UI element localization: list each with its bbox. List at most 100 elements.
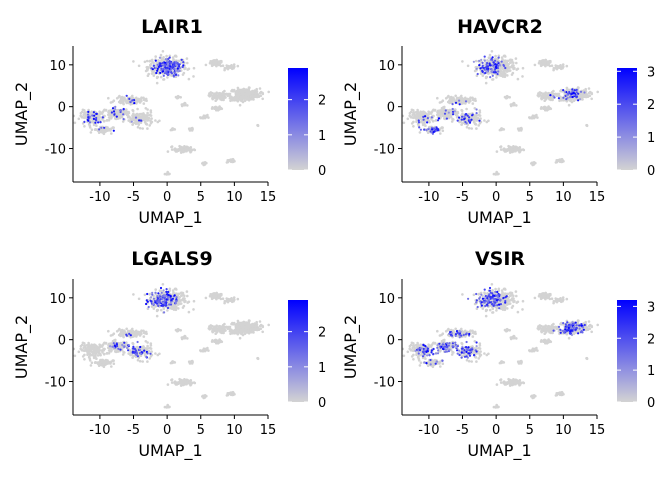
cell-point-expressing: [166, 60, 169, 63]
cell-point: [244, 326, 247, 329]
cell-point-expressing: [445, 117, 448, 120]
cell-point: [256, 357, 260, 361]
cell-point: [229, 65, 233, 68]
cell-point-expressing: [164, 58, 167, 61]
cell-point: [256, 124, 260, 128]
cell-point: [212, 293, 215, 297]
cell-point: [73, 354, 77, 358]
cell-point: [95, 344, 98, 348]
cell-point: [176, 381, 179, 385]
expression-legend: 012: [288, 68, 326, 179]
cell-point: [261, 330, 265, 334]
cell-point-expressing: [159, 286, 163, 290]
cell-point: [132, 60, 135, 63]
y-axis-title: UMAP_2: [341, 82, 361, 146]
cell-point: [208, 92, 211, 95]
cell-point-expressing: [453, 110, 456, 113]
cell-point-expressing: [166, 63, 169, 66]
cell-point: [232, 296, 236, 299]
cell-point: [82, 113, 85, 117]
cell-point: [460, 123, 464, 126]
cell-point: [183, 300, 187, 303]
cell-point: [485, 75, 489, 79]
cell-point: [122, 335, 125, 339]
cell-point: [228, 391, 232, 395]
cell-point: [558, 65, 562, 68]
cell-point-expressing: [451, 103, 454, 106]
cell-point: [560, 160, 563, 163]
cell-point: [243, 89, 247, 92]
cell-point: [100, 130, 103, 133]
cell-point-expressing: [489, 76, 492, 79]
cell-point-expressing: [122, 113, 125, 116]
cell-point-expressing: [488, 62, 491, 65]
cell-point: [418, 131, 422, 134]
cell-point: [89, 364, 93, 367]
cell-point: [192, 66, 196, 70]
cell-point: [555, 67, 559, 71]
cell-point: [170, 307, 174, 311]
cell-point: [114, 117, 118, 121]
cell-point-expressing: [549, 94, 552, 97]
cell-point-expressing: [134, 116, 138, 119]
cell-point: [150, 120, 154, 124]
cell-point: [189, 148, 193, 151]
panel-title: LAIR1: [141, 16, 203, 38]
cell-point: [239, 97, 242, 101]
cell-point: [176, 148, 179, 152]
cell-point: [138, 126, 142, 130]
cell-point: [136, 333, 140, 336]
cell-point: [91, 347, 94, 350]
cell-point: [103, 352, 106, 356]
cell-point: [223, 68, 226, 72]
cell-point: [432, 119, 435, 123]
cell-point: [149, 344, 153, 347]
cell-point: [559, 67, 563, 71]
x-tick-label: -10: [418, 190, 439, 205]
cell-point: [183, 336, 186, 339]
cell-point: [102, 132, 106, 136]
cell-point: [183, 294, 186, 298]
cell-point: [159, 53, 163, 57]
cell-point: [208, 325, 211, 328]
cell-point: [189, 381, 193, 384]
cell-point: [243, 332, 247, 335]
cell-point-expressing: [160, 67, 163, 70]
cell-point-expressing: [452, 113, 455, 116]
cell-point: [510, 73, 514, 76]
colorbar-tick-label: 3: [647, 65, 655, 80]
cell-point: [88, 354, 92, 357]
cell-point-expressing: [111, 107, 115, 110]
cell-point: [142, 329, 145, 333]
cell-point: [258, 320, 262, 323]
cell-point: [231, 99, 234, 102]
cell-point-expressing: [113, 113, 116, 116]
cell-point-expressing: [562, 89, 565, 92]
cell-point: [514, 57, 518, 60]
cell-point: [244, 95, 248, 98]
cell-point: [501, 67, 505, 71]
cell-point: [572, 99, 576, 102]
cell-point: [255, 90, 259, 93]
cell-point-expressing: [87, 110, 90, 113]
cell-points: [72, 283, 271, 409]
cell-point: [235, 329, 238, 333]
cell-point-expressing: [454, 101, 458, 104]
cell-point-expressing: [497, 56, 500, 59]
cell-point-expressing: [475, 67, 478, 70]
cell-point-expressing: [422, 118, 425, 121]
cell-point-expressing: [100, 126, 103, 129]
cell-point: [255, 87, 258, 91]
cell-point: [235, 96, 238, 100]
cell-point-expressing: [128, 97, 131, 100]
cell-point: [108, 350, 112, 353]
cell-point: [154, 119, 157, 122]
cell-point: [186, 104, 189, 107]
cell-point: [454, 94, 458, 98]
cell-point: [223, 301, 226, 305]
cell-point: [521, 66, 525, 70]
cell-point: [150, 117, 153, 120]
cell-point: [221, 64, 225, 67]
cell-point: [590, 91, 593, 95]
